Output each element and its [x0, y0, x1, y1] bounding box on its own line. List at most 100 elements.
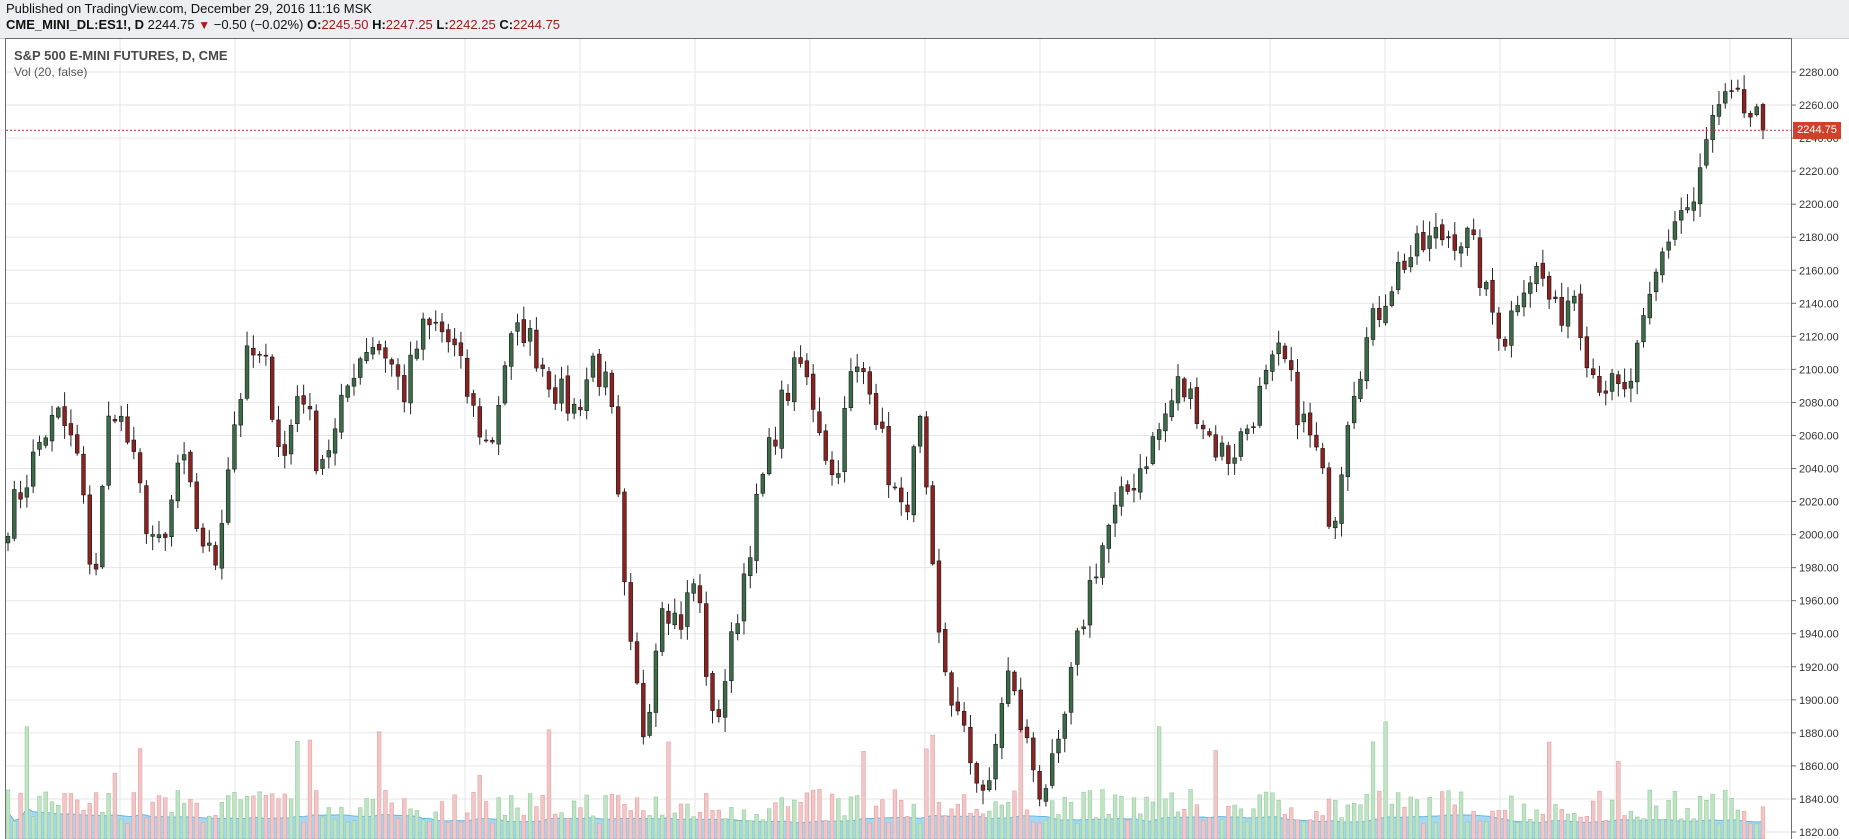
- volume-bar: [760, 819, 765, 839]
- y-tick-label: 1820.00: [1799, 827, 1839, 839]
- candle-body: [1484, 282, 1489, 290]
- volume-bar: [936, 801, 942, 839]
- candle-body: [1584, 336, 1590, 369]
- candle-body: [244, 345, 250, 399]
- volume-bar: [1364, 793, 1369, 839]
- volume-bar: [1465, 821, 1470, 839]
- volume-bar: [565, 818, 570, 839]
- volume-bar: [1433, 822, 1439, 839]
- candle-body: [1402, 260, 1407, 270]
- volume-bar: [106, 793, 111, 839]
- volume-bar: [37, 795, 42, 839]
- volume-bar: [660, 814, 665, 839]
- candle-body: [502, 365, 508, 404]
- volume-bar: [515, 807, 520, 839]
- volume-bar: [1597, 790, 1602, 839]
- candle-body: [301, 395, 306, 405]
- candle-body: [1704, 139, 1709, 166]
- candle-body: [232, 424, 237, 470]
- candle-body: [5, 535, 11, 544]
- candle-body: [968, 726, 973, 764]
- symbol-label: CME_MINI_DL:ES1!, D: [6, 17, 144, 32]
- last-price-tag: 2244.75: [1793, 122, 1841, 140]
- candle-body: [1622, 381, 1627, 390]
- candle-body: [24, 487, 30, 498]
- volume-bar: [87, 803, 92, 839]
- volume-bar: [238, 799, 243, 839]
- volume-bar: [1307, 819, 1313, 839]
- volume-bar: [1572, 812, 1577, 839]
- volume-bar: [1591, 800, 1596, 839]
- candle-body: [678, 614, 684, 630]
- volume-bar: [395, 817, 401, 839]
- candle-body: [1540, 262, 1546, 279]
- candle-body: [1452, 234, 1457, 251]
- volume-bar: [1232, 804, 1237, 839]
- change-value: −0.50 (−0.02%): [213, 17, 304, 32]
- volume-bar: [1068, 801, 1074, 839]
- volume-bar: [31, 816, 36, 839]
- volume-bar: [1175, 811, 1181, 839]
- volume-bar: [1282, 814, 1288, 839]
- volume-bar: [276, 798, 281, 839]
- candle-body: [181, 454, 187, 461]
- candle-body: [1735, 87, 1741, 90]
- volume-bar: [12, 820, 17, 839]
- candle-body: [307, 406, 313, 410]
- volume-bar: [1276, 799, 1281, 839]
- volume-bar: [1408, 796, 1413, 839]
- volume-bar: [1748, 823, 1753, 839]
- volume-bar: [540, 795, 545, 839]
- volume-bar: [1263, 791, 1269, 839]
- candle-body: [1075, 630, 1080, 665]
- high-label: H:: [372, 17, 386, 32]
- volume-bar: [1156, 726, 1162, 839]
- volume-bar: [1169, 792, 1174, 839]
- volume-bar: [207, 815, 212, 839]
- candle-body: [414, 348, 420, 359]
- candle-body: [389, 359, 394, 365]
- candle-body: [93, 563, 99, 570]
- volume-bar: [314, 790, 319, 839]
- candle-body: [169, 499, 174, 538]
- candle-body: [880, 421, 885, 429]
- volume-bar: [924, 748, 929, 839]
- candle-body: [1710, 114, 1715, 140]
- volume-bar: [766, 808, 772, 839]
- volume-bar: [1402, 806, 1407, 839]
- candle-body: [943, 628, 948, 673]
- candle-body: [1345, 425, 1351, 477]
- candle-body: [1119, 486, 1124, 507]
- candle-body: [30, 451, 36, 487]
- candle-body: [1647, 293, 1652, 319]
- plot-area[interactable]: [5, 38, 1792, 839]
- volume-bar: [339, 806, 344, 839]
- quote-line: CME_MINI_DL:ES1!, D 2244.75 ▼ −0.50 (−0.…: [6, 17, 560, 32]
- volume-bar: [144, 817, 149, 839]
- volume-bar: [1666, 800, 1671, 839]
- candle-body: [534, 329, 539, 369]
- candle-body: [68, 423, 74, 436]
- volume-bar: [1490, 810, 1495, 839]
- volume-bar: [1188, 789, 1193, 839]
- candle-body: [1358, 378, 1363, 399]
- volume-bar: [471, 791, 476, 839]
- volume-bar: [150, 801, 155, 839]
- candle-body: [1087, 580, 1093, 626]
- candle-body: [207, 542, 212, 546]
- volume-bar: [483, 801, 489, 839]
- candle-body: [590, 355, 596, 378]
- candle-body: [1245, 428, 1250, 434]
- volume-bar: [999, 804, 1005, 839]
- volume-bar: [1050, 800, 1055, 839]
- volume-bar: [1314, 811, 1319, 839]
- candle-body: [1672, 221, 1678, 240]
- candle-body: [219, 523, 225, 569]
- candle-body: [100, 486, 105, 568]
- volume-bar: [1565, 813, 1571, 839]
- volume-bar: [326, 807, 331, 839]
- high-value: 2247.25: [385, 17, 433, 32]
- candle-body: [188, 451, 193, 483]
- candle-body: [1188, 388, 1193, 399]
